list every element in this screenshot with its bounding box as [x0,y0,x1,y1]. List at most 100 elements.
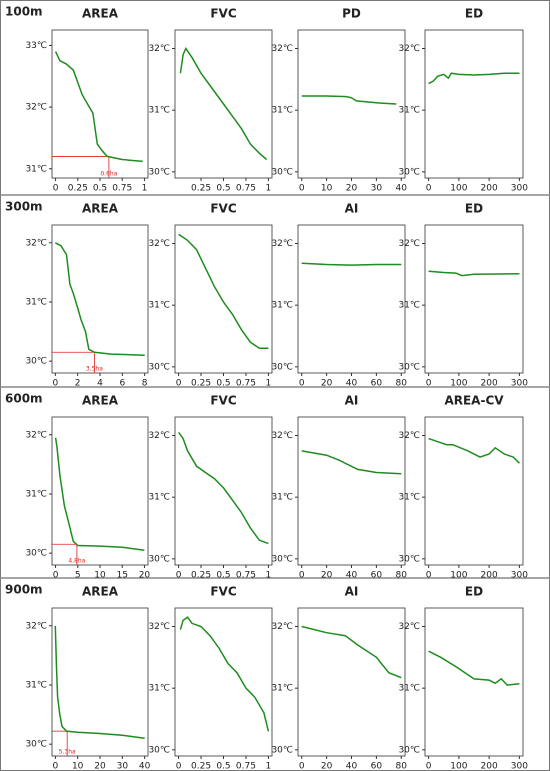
x-tick-label: 300 [511,571,528,581]
x-tick-label: 6 [119,379,125,389]
y-tick-label: 32℃ [398,44,420,54]
line [54,437,145,551]
x-tick-label: 20 [346,184,358,194]
x-tick-label: 0.25 [68,184,88,194]
x-tick-label: 30 [117,762,129,771]
threshold-label: 0.6ha [100,171,117,178]
x-tick-label: 0.25 [191,762,211,771]
x-tick-label: 0.75 [236,762,256,771]
y-tick-label: 31℃ [25,297,47,307]
x-tick-label: 1 [266,762,272,771]
line [301,95,397,105]
y-tick-label: 31℃ [271,493,293,503]
x-tick-label: 300 [511,379,528,389]
line [428,650,520,686]
y-tick-label: 31℃ [271,301,293,311]
chart-title: FVC [210,7,236,21]
x-tick-label: 10 [72,762,84,771]
y-tick-label: 31℃ [398,493,420,503]
x-tick-label: 20 [321,571,333,581]
y-tick-label: 32℃ [271,431,293,441]
chart-title: AREA-CV [444,394,504,408]
plot-box [51,224,149,374]
y-tick-label: 31℃ [148,106,170,116]
x-tick-label: 80 [396,762,408,771]
x-tick-label: 0 [426,184,432,194]
x-tick-label: 0 [426,571,432,581]
chart-title: AI [345,394,359,408]
y-tick-label: 31℃ [398,684,420,694]
chart-title: AREA [82,585,119,599]
x-tick-label: 20 [321,762,333,771]
x-tick-label: 2 [75,379,81,389]
chart-title: PD [342,7,361,21]
x-tick-label: 100 [450,571,467,581]
y-tick-label: 32℃ [398,622,420,632]
x-tick-label: 100 [450,184,467,194]
y-tick-label: 32℃ [271,239,293,249]
plot-box [51,416,149,566]
y-tick-label: 32℃ [271,44,293,54]
x-tick-label: 80 [396,379,408,389]
x-tick-label: 0.75 [236,184,256,194]
line [179,46,268,161]
x-tick-label: 15 [116,571,127,581]
x-tick-label: 0.75 [236,379,256,389]
plot-box [174,607,273,757]
x-tick-label: 20 [94,762,106,771]
line [179,616,270,732]
line [301,625,402,679]
x-tick-label: 0 [299,184,305,194]
x-tick-label: 60 [371,762,383,771]
x-tick-label: 0 [426,762,432,771]
y-tick-label: 30℃ [398,745,420,755]
line [177,431,269,545]
x-tick-label: 0 [53,184,59,194]
chart-title: FVC [210,394,236,408]
x-tick-label: 1 [266,571,272,581]
x-tick-label: 100 [450,762,467,771]
x-tick-label: 40 [346,762,358,771]
x-tick-label: 200 [481,184,498,194]
y-tick-label: 31℃ [148,493,170,503]
y-tick-label: 30℃ [398,554,420,564]
y-tick-label: 31℃ [25,680,47,690]
x-tick-label: 0.75 [112,184,132,194]
x-tick-label: 0.5 [216,571,230,581]
y-tick-label: 30℃ [271,554,293,564]
line [428,270,520,277]
y-tick-label: 30℃ [398,167,420,177]
plot-box [297,224,406,374]
y-tick-label: 30℃ [148,167,170,177]
x-tick-label: 300 [511,762,528,771]
x-tick-label: 40 [346,571,358,581]
row-label: 100m [5,5,43,19]
x-tick-label: 0 [299,379,305,389]
y-tick-label: 32℃ [271,622,293,632]
plot-box [424,224,524,374]
y-tick-label: 30℃ [271,362,293,372]
y-tick-label: 31℃ [398,106,420,116]
x-tick-label: 20 [321,379,333,389]
y-tick-label: 30℃ [25,740,47,750]
x-tick-label: 10 [321,184,333,194]
chart-title: FVC [210,202,236,216]
y-tick-label: 31℃ [25,489,47,499]
y-tick-label: 30℃ [148,362,170,372]
plot-box [424,416,524,566]
x-tick-label: 0 [52,379,58,389]
x-tick-label: 40 [139,762,151,771]
y-tick-label: 32℃ [148,44,170,54]
chart-title: AREA [82,202,119,216]
line [428,72,520,85]
x-tick-label: 0 [299,571,305,581]
x-tick-label: 0.5 [216,184,230,194]
chart-title: AREA [82,7,119,21]
x-tick-label: 1 [142,184,148,194]
y-tick-label: 32℃ [25,103,47,113]
y-tick-label: 32℃ [25,430,47,440]
line [301,262,402,266]
x-tick-label: 0 [426,379,432,389]
x-tick-label: 10 [94,571,106,581]
plot-box [174,224,273,374]
